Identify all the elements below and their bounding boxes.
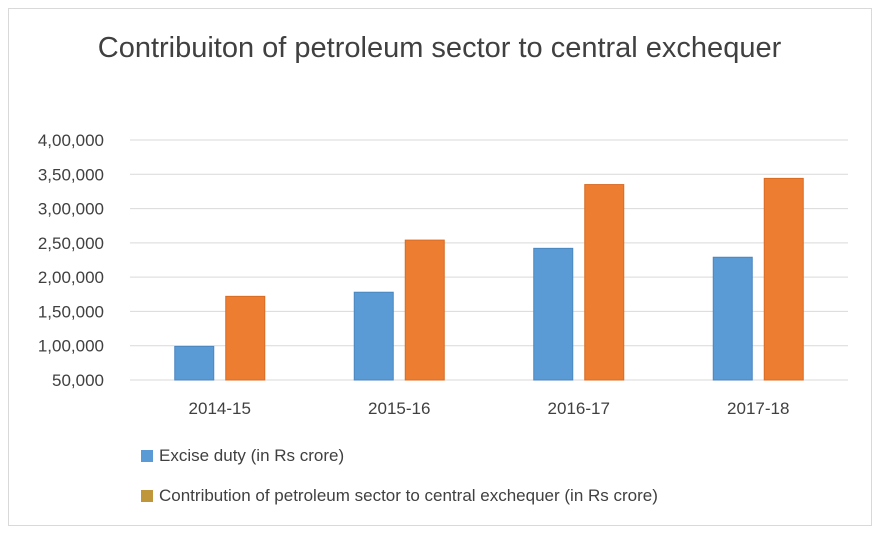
legend-entry-excise-duty: Excise duty (in Rs crore) [141, 446, 344, 466]
bar-excise-duty [353, 291, 394, 381]
legend-entry-petroleum-contribution: Contribution of petroleum sector to cent… [141, 486, 658, 506]
bar-petroleum-contribution [584, 184, 625, 381]
y-tick-label: 1,00,000 [38, 337, 104, 356]
y-tick-label: 3,50,000 [38, 165, 104, 184]
legend-label: Excise duty (in Rs crore) [159, 446, 345, 465]
y-tick-label: 1,50,000 [38, 302, 104, 321]
bar-excise-duty [712, 256, 753, 381]
bar-petroleum-contribution [225, 295, 266, 381]
x-tick-label: 2016-17 [548, 399, 610, 418]
y-tick-label: 50,000 [52, 371, 104, 390]
chart-title: Contribuiton of petroleum sector to cent… [97, 32, 782, 64]
legend-label: Contribution of petroleum sector to cent… [159, 486, 658, 505]
bar-excise-duty [174, 345, 215, 381]
y-tick-label: 4,00,000 [38, 131, 104, 150]
x-tick-label: 2015-16 [368, 399, 430, 418]
x-tick-label: 2017-18 [727, 399, 789, 418]
legend-swatch [141, 490, 153, 502]
x-tick-label: 2014-15 [189, 399, 251, 418]
y-tick-label: 2,00,000 [38, 268, 104, 287]
bar-petroleum-contribution [763, 177, 804, 381]
bar-excise-duty [533, 247, 574, 381]
bar-petroleum-contribution [404, 239, 445, 381]
y-tick-label: 2,50,000 [38, 234, 104, 253]
y-tick-label: 3,00,000 [38, 200, 104, 219]
legend-swatch [141, 450, 153, 462]
